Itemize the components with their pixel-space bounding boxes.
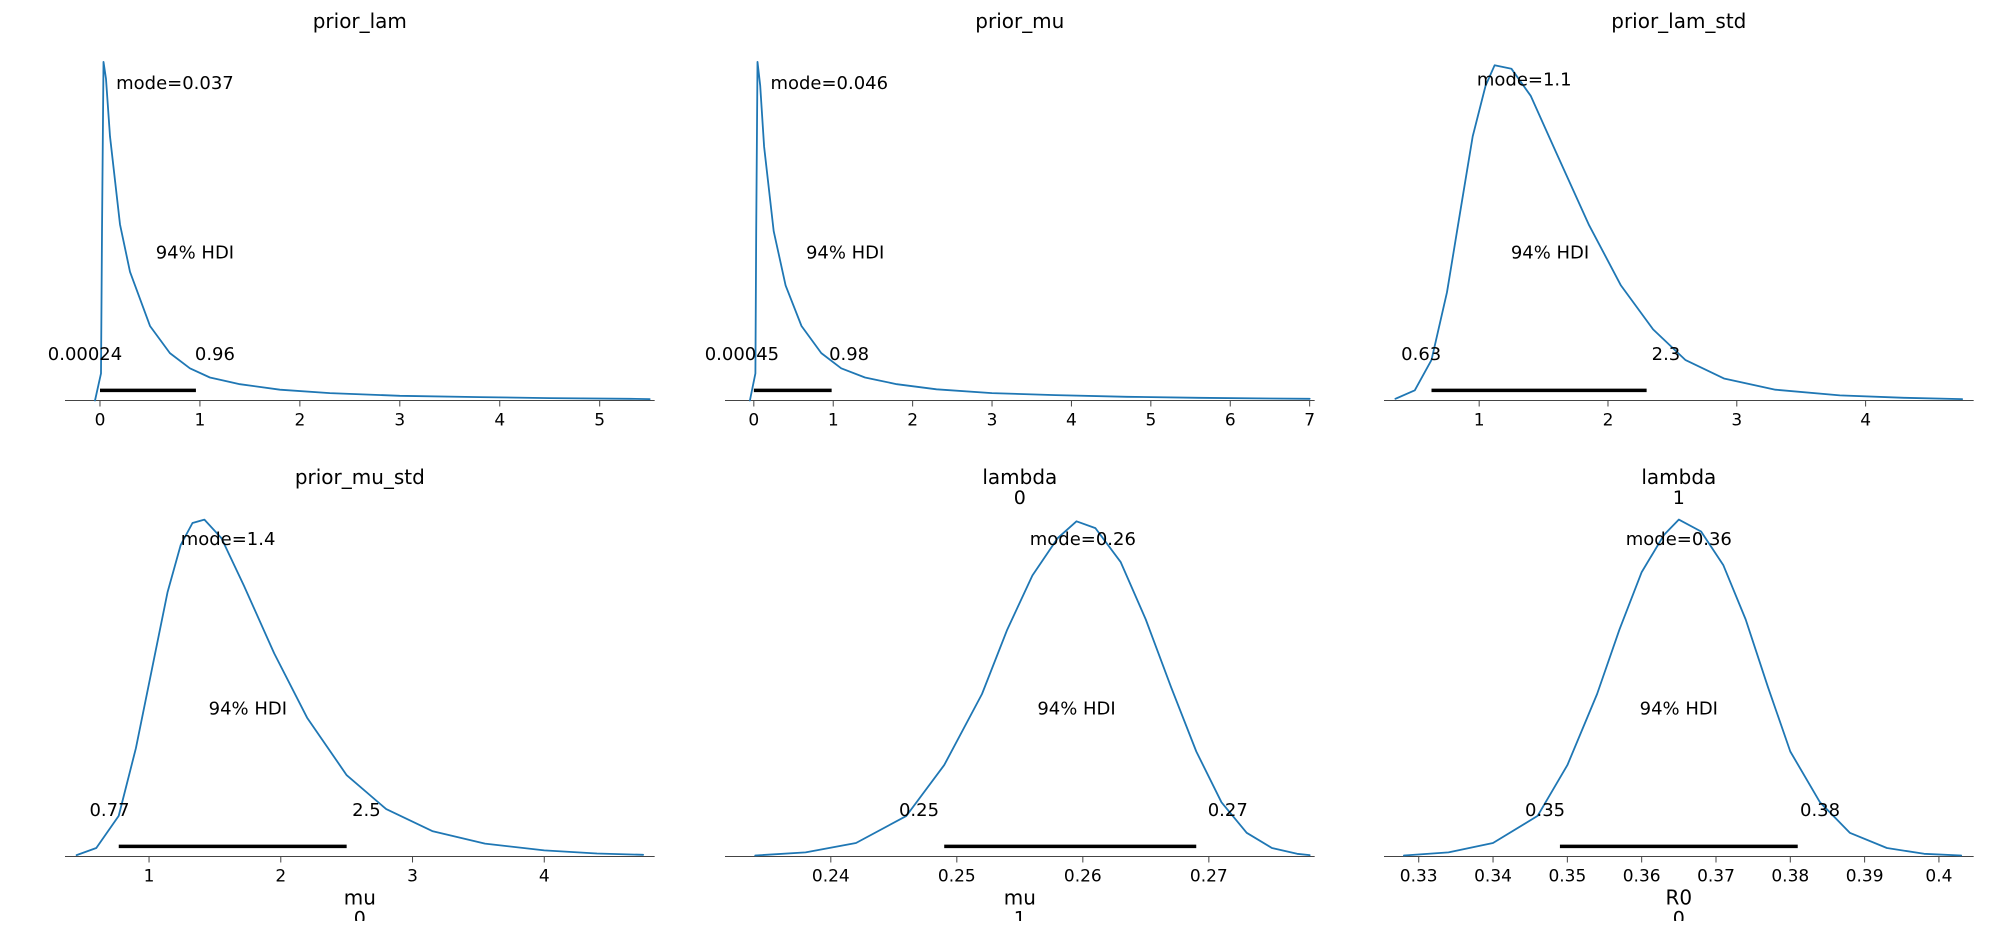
x-tick-label: 0.4 (1926, 866, 1953, 886)
hdi-pct-label: 94% HDI (1037, 698, 1115, 719)
x-axis-label: mu (344, 885, 376, 909)
density-panel: lambda0 0.24 0.25 0.26 0.27 mode=0.26 94% HDI 0… (670, 466, 1330, 922)
hdi-pct-label: 94% HDI (209, 698, 287, 719)
x-tick-label: 4 (1066, 410, 1077, 430)
x-tick-label: 0.24 (812, 866, 850, 886)
x-axis-label: R0 (1666, 885, 1693, 909)
x-axis-sublabel: 1 (1013, 907, 1025, 921)
x-tick-label: 3 (407, 866, 418, 886)
hdi-low-label: 0.63 (1402, 344, 1442, 365)
mode-label: mode=0.046 (770, 73, 888, 94)
x-tick-label: 1 (144, 866, 155, 886)
hdi-pct-label: 94% HDI (806, 242, 884, 263)
x-tick-label: 5 (594, 410, 605, 430)
x-tick-label: 0.36 (1623, 866, 1661, 886)
posterior-grid: prior_lam 0 1 2 3 4 5 mode=0.037 94% HDI 0.00024 0… (10, 10, 1989, 921)
density-curve (1404, 519, 1961, 855)
x-axis-sublabel: 0 (1673, 907, 1685, 921)
hdi-pct-label: 94% HDI (156, 242, 234, 263)
panel-title: lambda (1642, 466, 1717, 489)
hdi-low-label: 0.00024 (48, 344, 122, 365)
mode-label: mode=1.1 (1477, 70, 1572, 91)
density-panel: prior_mu_std 1 2 3 4 mode=1.4 94% HDI 0.77 2.5 mu… (10, 466, 670, 922)
panel-title: prior_lam (313, 10, 407, 33)
density-panel: lambda1 0.33 0.34 0.35 0.36 0.37 0.38 0.39 0.4 mo… (1329, 466, 1989, 922)
x-axis-label: mu (1003, 885, 1035, 909)
mode-label: mode=0.26 (1029, 529, 1135, 550)
hdi-high-label: 2.5 (352, 799, 381, 820)
x-tick-label: 0.34 (1474, 866, 1512, 886)
x-tick-label: 0.27 (1190, 866, 1228, 886)
hdi-high-label: 2.3 (1652, 344, 1681, 365)
hdi-high-label: 0.38 (1800, 799, 1840, 820)
panel-subtitle: 0 (1013, 487, 1025, 509)
mode-label: mode=0.36 (1626, 529, 1732, 550)
panel-title: lambda (982, 466, 1057, 489)
x-tick-label: 4 (494, 410, 505, 430)
x-tick-label: 1 (1474, 410, 1485, 430)
density-panel: prior_mu 0 1 2 3 4 5 6 7 mode=0.046 94% HDI 0.00045… (670, 10, 1330, 466)
x-tick-label: 2 (294, 410, 305, 430)
x-tick-label: 4 (1861, 410, 1872, 430)
hdi-pct-label: 94% HDI (1511, 242, 1589, 263)
hdi-low-label: 0.00045 (704, 344, 778, 365)
x-tick-label: 3 (1732, 410, 1743, 430)
x-tick-label: 0 (748, 410, 759, 430)
x-tick-label: 2 (907, 410, 918, 430)
hdi-low-label: 0.25 (899, 799, 939, 820)
panel-title: prior_lam_std (1612, 10, 1747, 33)
panel-title: prior_mu (975, 10, 1064, 33)
x-tick-label: 1 (827, 410, 838, 430)
x-tick-label: 0 (95, 410, 106, 430)
x-tick-label: 7 (1304, 410, 1315, 430)
x-tick-label: 2 (1603, 410, 1614, 430)
hdi-pct-label: 94% HDI (1640, 698, 1718, 719)
x-tick-label: 2 (275, 866, 286, 886)
x-axis-sublabel: 0 (354, 907, 366, 921)
x-tick-label: 6 (1225, 410, 1236, 430)
x-tick-label: 5 (1145, 410, 1156, 430)
density-curve (95, 62, 650, 401)
mode-label: mode=1.4 (181, 529, 276, 550)
x-tick-label: 0.38 (1772, 866, 1810, 886)
hdi-low-label: 0.35 (1525, 799, 1565, 820)
density-panel: prior_lam 0 1 2 3 4 5 mode=0.037 94% HDI 0.00024 0… (10, 10, 670, 466)
hdi-high-label: 0.27 (1207, 799, 1247, 820)
x-tick-label: 3 (394, 410, 405, 430)
x-tick-label: 0.33 (1400, 866, 1438, 886)
hdi-high-label: 0.98 (829, 344, 869, 365)
x-tick-label: 0.37 (1697, 866, 1735, 886)
hdi-high-label: 0.96 (195, 344, 235, 365)
hdi-low-label: 0.77 (89, 799, 129, 820)
x-tick-label: 0.26 (1064, 866, 1102, 886)
x-tick-label: 1 (195, 410, 206, 430)
x-tick-label: 4 (539, 866, 550, 886)
panel-subtitle: 1 (1673, 487, 1685, 509)
mode-label: mode=0.037 (116, 73, 234, 94)
x-tick-label: 0.35 (1549, 866, 1587, 886)
panel-title: prior_mu_std (295, 466, 425, 489)
x-tick-label: 0.25 (938, 866, 976, 886)
x-tick-label: 3 (986, 410, 997, 430)
x-tick-label: 0.39 (1846, 866, 1884, 886)
density-panel: prior_lam_std 1 2 3 4 mode=1.1 94% HDI 0.63 2.3 (1329, 10, 1989, 466)
